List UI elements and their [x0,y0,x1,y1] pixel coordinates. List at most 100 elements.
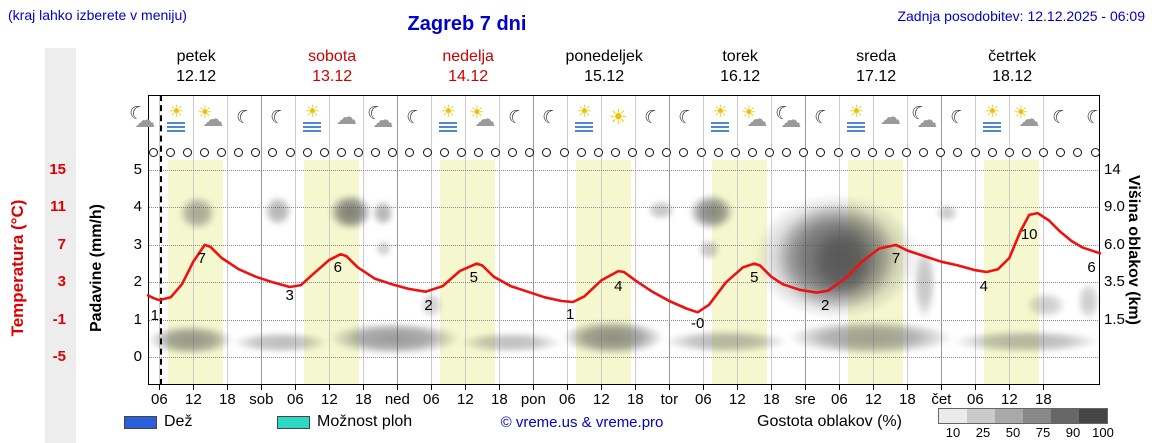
x-axis-tick [634,385,637,390]
density-step-swatch [939,409,967,423]
cloud-axis-tick: 3.5 [1104,273,1125,291]
weather-symbol-circle [405,147,415,157]
weather-icon-moon: ☾ [637,98,667,136]
fog-lines-icon [303,121,322,132]
copyright-link[interactable]: © vreme.us & vreme.pro [500,414,664,431]
fog-lines-icon [847,121,866,132]
cloud-icon: ☁ [202,108,224,131]
x-axis-label: sre [794,391,816,408]
x-axis-tick [974,385,977,390]
cloud-density-blob [329,322,460,355]
x-axis-label: 18 [490,391,508,408]
x-axis-tick [328,385,331,390]
x-axis-label: 18 [1034,391,1052,408]
moon-icon: ☾ [947,105,969,129]
weather-symbol-circle [491,147,501,157]
weather-icon-cloud-moon: ☾ ☁ [908,98,939,136]
cloud-icon: ☁ [474,108,496,131]
density-step-label: 50 [1005,425,1021,440]
x-axis-label: 18 [354,391,372,408]
temp-value-label: 6 [333,259,342,277]
weather-symbol-circle [884,147,894,157]
moon-icon: ☾ [267,105,289,129]
x-axis-label: 06 [150,391,168,408]
density-step-swatch [995,409,1023,423]
sun-icon: ☀ [576,101,592,121]
density-step-swatch [1051,409,1079,423]
left-gray-strip [45,48,76,443]
weather-icon-moon: ☾ [1079,98,1109,136]
x-axis-label: 06 [830,391,848,408]
weather-symbol-circle [1056,147,1066,157]
fog-lines-icon [983,121,1002,132]
weather-symbol-circle [576,147,586,157]
weather-symbol-circle [1090,147,1100,157]
moon-icon: ☾ [811,105,833,129]
weather-icon-moon: ☾ [229,98,259,136]
weather-icon-cloud: ☁ [331,98,361,136]
weather-icon-sun-fog: ☀ [433,98,463,136]
x-axis-label: 06 [966,391,984,408]
cloud-axis-tick: 14 [1104,161,1121,178]
day-date: 12.12 [176,68,217,85]
sun-icon: ☀ [1013,103,1029,122]
cloud-icon: ☁ [335,105,357,129]
x-axis-label: čet [931,391,952,408]
weather-symbol-circle [542,147,552,157]
sun-icon: ☀ [741,103,757,122]
cloud-axis-tick: 6.0 [1104,235,1125,253]
x-axis-tick [600,385,603,390]
cloud-density-blob [561,319,664,355]
temp-value-label: 4 [614,277,623,295]
x-axis-label: 06 [286,391,304,408]
sun-icon: ☀ [469,103,485,122]
day-date: 15.12 [584,68,625,85]
x-axis-tick [770,385,773,390]
weather-symbol-circle [268,147,278,157]
x-axis-tick [260,385,263,390]
weather-symbol-circle [850,147,860,157]
weather-icon-moon: ☾ [263,98,293,136]
fog-lines-icon [167,121,186,132]
temp-value-label: 1 [565,306,575,324]
day-name: ponedeljek [565,48,643,65]
cloud-density-blob [788,319,953,355]
weather-symbol-circle [1004,147,1014,157]
cloud-density-blob [233,332,330,354]
sun-icon: ☀ [712,101,728,121]
x-axis-label: pon [520,391,546,408]
moon-icon: ☾ [505,105,527,129]
precip-axis-tick: 5 [133,161,142,178]
temp-axis-tick: 15 [49,161,66,178]
weather-icon-moon: ☾ [1045,98,1075,136]
cloud-icon: ☁ [134,108,156,132]
weather-symbol-circle [165,147,175,157]
weather-symbol-circle [610,147,620,157]
weather-symbol-circle [148,147,158,157]
density-step-label: 10 [945,425,961,440]
sun-icon: ☀ [984,101,1000,121]
precip-axis-tick: 0 [133,348,142,366]
plot-frame [148,95,1100,385]
x-axis-label: 18 [626,391,644,408]
temp-value-label: 7 [197,249,206,267]
x-axis-label: 06 [558,391,576,408]
x-axis-tick [566,385,569,390]
temp-axis-tick: 7 [57,235,66,253]
density-step-label: 90 [1065,425,1081,440]
x-axis-label: 18 [898,391,916,408]
moon-icon: ☾ [641,105,663,129]
x-axis-tick [702,385,705,390]
grid-line-horizontal [148,357,1100,359]
day-date: 16.12 [720,68,761,85]
moon-icon: ☾ [675,105,697,129]
weather-symbol-circle [953,147,963,157]
weather-symbol-circle [987,147,997,157]
weather-symbol-circle [747,147,757,157]
x-axis-tick [362,385,365,390]
x-axis-label: 12 [456,391,474,408]
x-axis-label: 12 [864,391,882,408]
cloud-icon: ☁ [372,108,394,132]
